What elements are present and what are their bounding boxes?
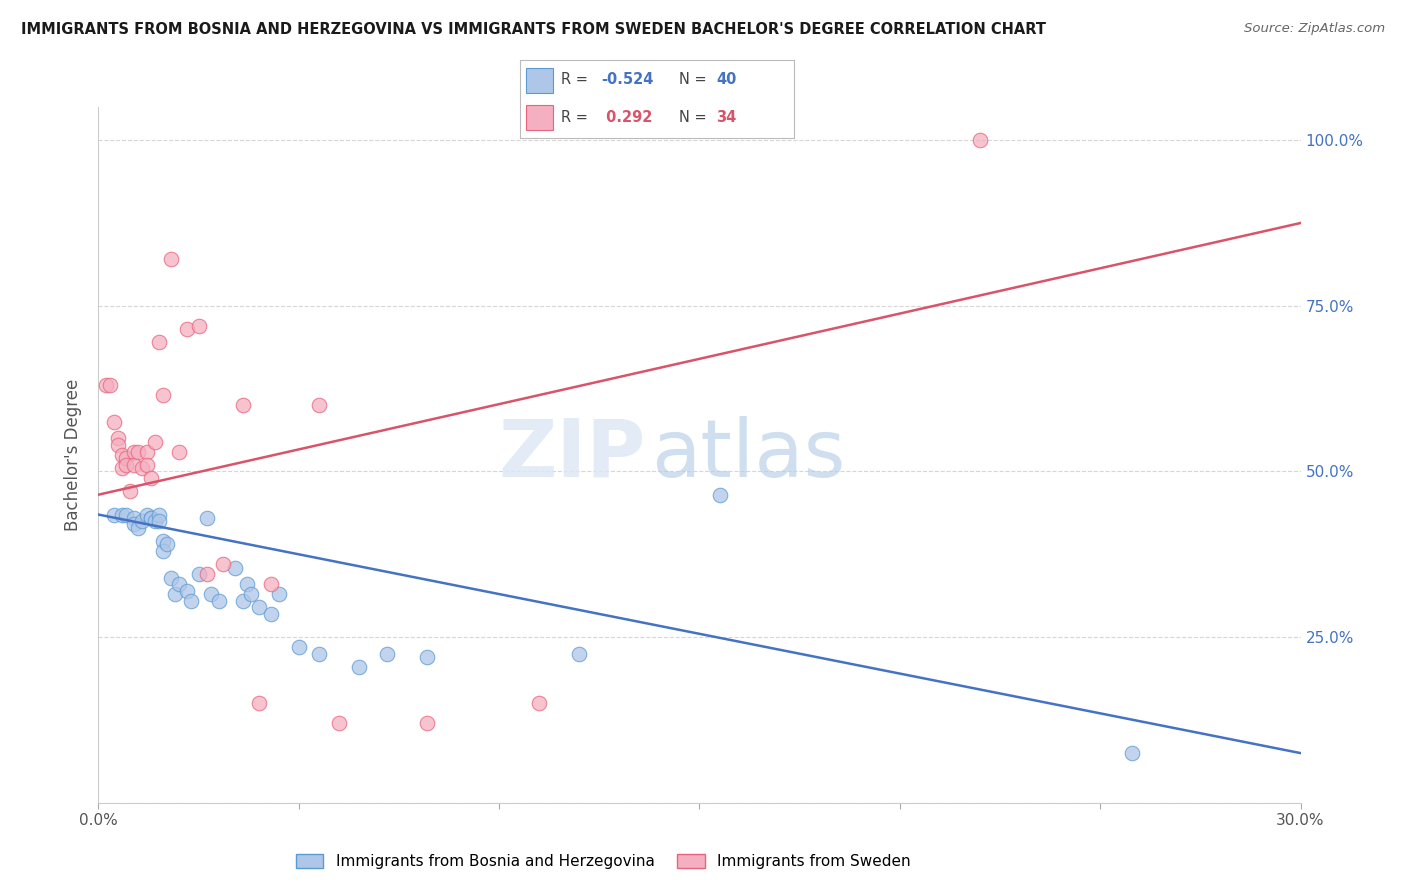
Point bbox=[139, 511, 162, 525]
Point bbox=[152, 388, 174, 402]
Point bbox=[115, 451, 138, 466]
Point bbox=[224, 560, 246, 574]
Point bbox=[120, 484, 142, 499]
Point bbox=[135, 444, 157, 458]
Point bbox=[529, 697, 551, 711]
Point bbox=[288, 640, 311, 654]
Point bbox=[568, 647, 591, 661]
Point bbox=[143, 434, 166, 449]
Point bbox=[416, 650, 439, 665]
Point bbox=[128, 521, 150, 535]
Point bbox=[375, 647, 398, 661]
Text: 34: 34 bbox=[716, 110, 737, 125]
Point bbox=[159, 252, 181, 267]
Point bbox=[155, 537, 177, 551]
Point bbox=[143, 514, 166, 528]
Text: ZIP: ZIP bbox=[498, 416, 645, 494]
Point bbox=[103, 508, 125, 522]
Point bbox=[1121, 746, 1143, 760]
Point bbox=[308, 647, 330, 661]
Text: 0.292: 0.292 bbox=[602, 110, 652, 125]
Text: atlas: atlas bbox=[651, 416, 846, 494]
Point bbox=[180, 593, 202, 607]
Point bbox=[135, 508, 157, 522]
Point bbox=[131, 514, 153, 528]
Point bbox=[247, 697, 270, 711]
Point bbox=[260, 607, 283, 621]
Point bbox=[115, 458, 138, 472]
Point bbox=[200, 587, 222, 601]
Point bbox=[115, 508, 138, 522]
Point bbox=[416, 716, 439, 731]
Bar bbox=[526, 68, 553, 93]
Point bbox=[152, 534, 174, 549]
Point bbox=[211, 558, 233, 572]
Point bbox=[232, 593, 254, 607]
Point bbox=[139, 471, 162, 485]
Point bbox=[709, 488, 731, 502]
Point bbox=[100, 378, 122, 392]
Point bbox=[187, 318, 209, 333]
Text: R =: R = bbox=[561, 72, 593, 87]
Point bbox=[328, 716, 350, 731]
Point bbox=[208, 593, 231, 607]
Text: IMMIGRANTS FROM BOSNIA AND HERZEGOVINA VS IMMIGRANTS FROM SWEDEN BACHELOR'S DEGR: IMMIGRANTS FROM BOSNIA AND HERZEGOVINA V… bbox=[21, 22, 1046, 37]
Point bbox=[347, 660, 370, 674]
Point bbox=[111, 508, 134, 522]
Legend: Immigrants from Bosnia and Herzegovina, Immigrants from Sweden: Immigrants from Bosnia and Herzegovina, … bbox=[290, 847, 917, 875]
Point bbox=[159, 570, 181, 584]
Point bbox=[111, 448, 134, 462]
Text: -0.524: -0.524 bbox=[602, 72, 654, 87]
Point bbox=[195, 567, 218, 582]
Y-axis label: Bachelor's Degree: Bachelor's Degree bbox=[65, 379, 83, 531]
Point bbox=[969, 133, 991, 147]
Point bbox=[308, 398, 330, 412]
Text: 40: 40 bbox=[716, 72, 737, 87]
Point bbox=[107, 431, 129, 445]
Point bbox=[124, 517, 146, 532]
Point bbox=[135, 458, 157, 472]
Point bbox=[176, 322, 198, 336]
Point bbox=[124, 444, 146, 458]
Point bbox=[152, 544, 174, 558]
Text: N =: N = bbox=[679, 72, 711, 87]
Point bbox=[232, 398, 254, 412]
Point bbox=[247, 600, 270, 615]
Text: N =: N = bbox=[679, 110, 711, 125]
Point bbox=[235, 577, 257, 591]
Bar bbox=[526, 105, 553, 130]
Point bbox=[148, 514, 170, 528]
Point bbox=[131, 461, 153, 475]
Point bbox=[267, 587, 290, 601]
Point bbox=[103, 415, 125, 429]
Point bbox=[148, 335, 170, 350]
Point bbox=[107, 438, 129, 452]
Point bbox=[167, 444, 190, 458]
Point bbox=[96, 378, 118, 392]
Point bbox=[111, 461, 134, 475]
Point bbox=[195, 511, 218, 525]
Text: R =: R = bbox=[561, 110, 593, 125]
Point bbox=[176, 583, 198, 598]
Point bbox=[148, 508, 170, 522]
Point bbox=[124, 511, 146, 525]
Point bbox=[128, 444, 150, 458]
Point bbox=[167, 577, 190, 591]
Text: Source: ZipAtlas.com: Source: ZipAtlas.com bbox=[1244, 22, 1385, 36]
Point bbox=[139, 511, 162, 525]
Point bbox=[124, 458, 146, 472]
Point bbox=[260, 577, 283, 591]
Point bbox=[239, 587, 262, 601]
Point bbox=[163, 587, 186, 601]
Point bbox=[187, 567, 209, 582]
